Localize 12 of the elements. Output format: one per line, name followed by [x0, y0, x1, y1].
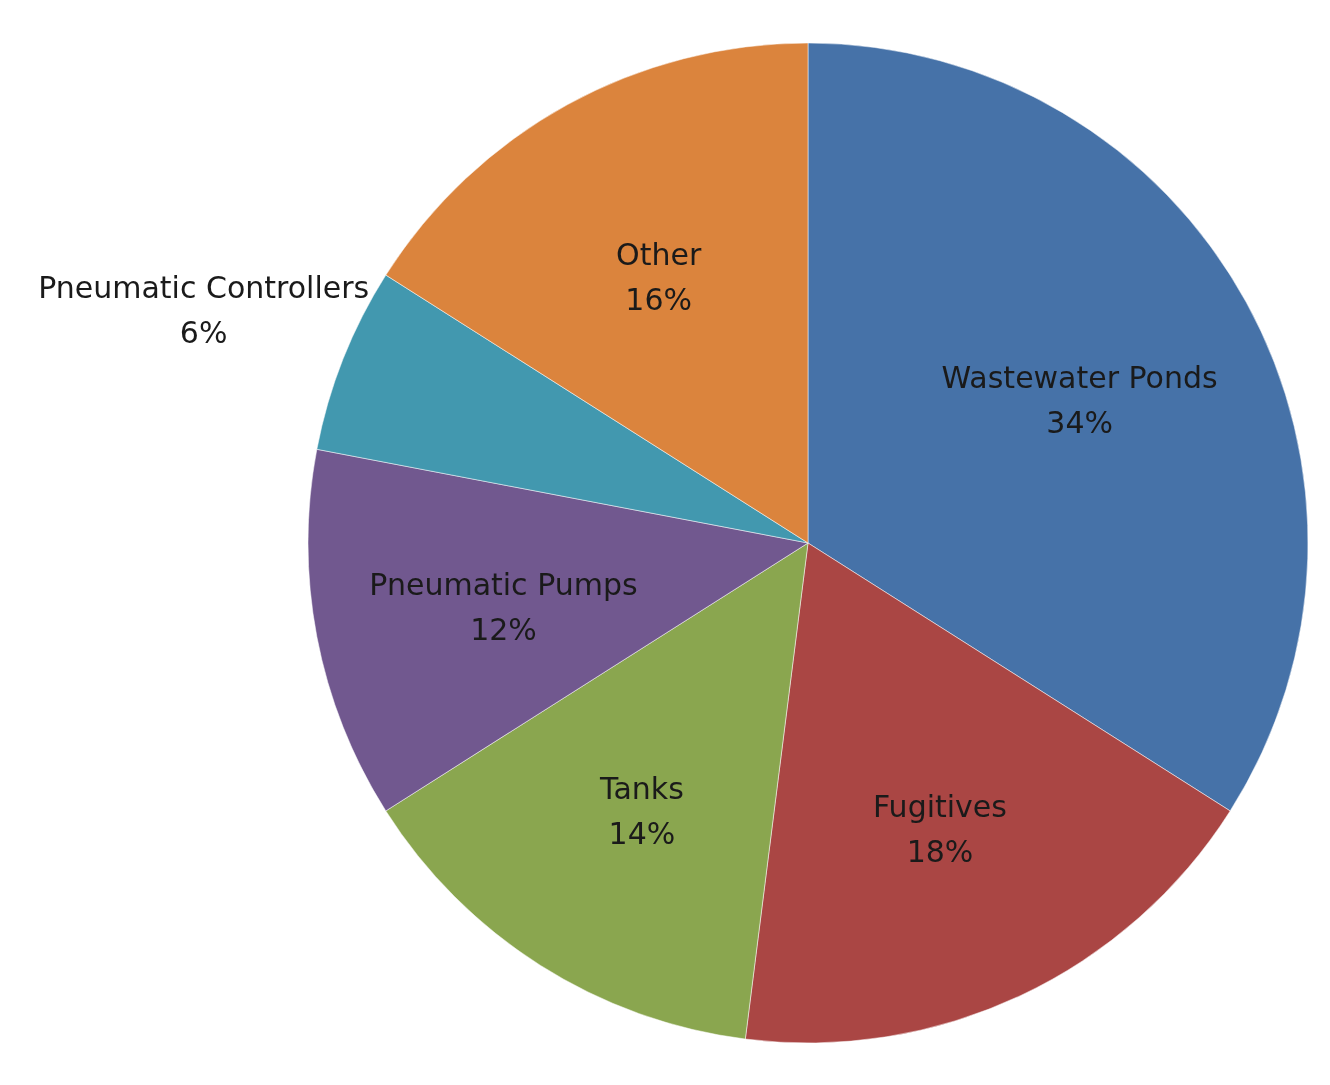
data-label: 14%: [608, 815, 676, 851]
slice-label: Fugitives: [873, 789, 1007, 825]
data-label: 12%: [470, 612, 537, 648]
slice-label: Pneumatic Controllers: [38, 269, 370, 305]
slice-label: Tanks: [599, 770, 684, 806]
slice-label: Other: [616, 237, 702, 273]
slice-label: Pneumatic Pumps: [369, 567, 638, 603]
data-label: 34%: [1046, 404, 1113, 440]
data-label: 6%: [179, 314, 228, 350]
data-label: 16%: [625, 282, 692, 318]
data-label: 18%: [906, 834, 974, 870]
slice-label: Wastewater Ponds: [941, 359, 1218, 395]
